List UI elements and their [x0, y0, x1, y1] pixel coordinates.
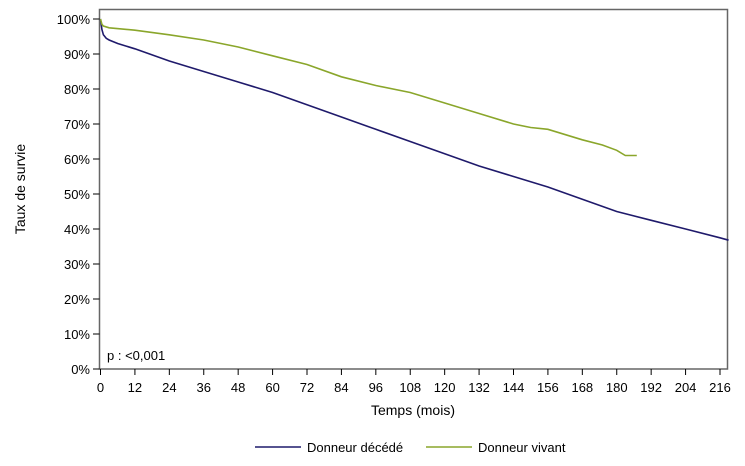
x-tick-label: 24 — [162, 380, 176, 395]
legend-label-decede: Donneur décédé — [307, 440, 403, 455]
y-tick-label: 50% — [64, 187, 90, 202]
x-tick-label: 108 — [399, 380, 421, 395]
x-tick-label: 156 — [537, 380, 559, 395]
x-tick-label: 0 — [97, 380, 104, 395]
x-tick-label: 84 — [334, 380, 348, 395]
plot-frame — [98, 8, 729, 370]
x-tick-label: 168 — [571, 380, 593, 395]
x-tick-label: 132 — [468, 380, 490, 395]
y-tick-label: 10% — [64, 327, 90, 342]
legend: Donneur décédé Donneur vivant — [255, 440, 566, 455]
y-tick-label: 60% — [64, 152, 90, 167]
y-tick-label: 70% — [64, 117, 90, 132]
x-tick-label: 120 — [434, 380, 456, 395]
x-tick-label: 60 — [265, 380, 279, 395]
y-tick-label: 90% — [64, 47, 90, 62]
x-tick-label: 192 — [640, 380, 662, 395]
x-tick-label: 216 — [709, 380, 731, 395]
y-tick-label: 100% — [57, 12, 91, 27]
y-tick-label: 30% — [64, 257, 90, 272]
y-tick-label: 0% — [71, 362, 90, 377]
series-line-vivant — [99, 18, 637, 157]
y-axis-label: Taux de survie — [12, 144, 28, 234]
series-line-decede — [99, 18, 729, 241]
legend-label-vivant: Donneur vivant — [478, 440, 566, 455]
x-tick-label: 180 — [606, 380, 628, 395]
p-value-annotation: p : <0,001 — [107, 348, 165, 363]
x-tick-label: 144 — [503, 380, 525, 395]
x-tick-label: 72 — [300, 380, 314, 395]
x-tick-label: 36 — [197, 380, 211, 395]
x-tick-label: 204 — [675, 380, 697, 395]
x-axis-label: Temps (mois) — [371, 402, 455, 418]
y-tick-label: 80% — [64, 82, 90, 97]
x-tick-label: 12 — [128, 380, 142, 395]
x-tick-label: 48 — [231, 380, 245, 395]
y-tick-label: 20% — [64, 292, 90, 307]
y-tick-label: 40% — [64, 222, 90, 237]
x-tick-label: 96 — [369, 380, 383, 395]
